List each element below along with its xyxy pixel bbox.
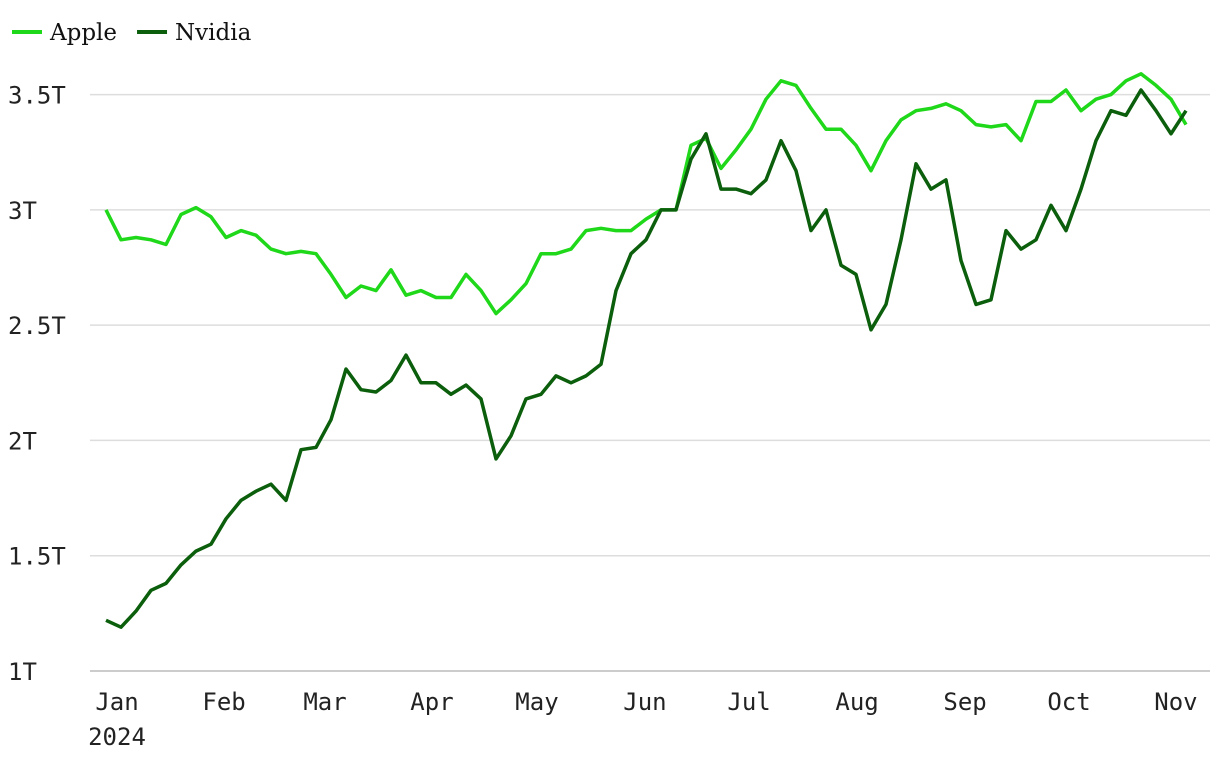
x-tick-label: Oct (1047, 688, 1090, 716)
series-line (105, 88, 1188, 629)
x-year-label: 2024 (88, 723, 146, 751)
y-tick-label: 2T (8, 427, 37, 455)
x-tick-label: Feb (202, 688, 245, 716)
x-tick-label: May (515, 688, 558, 716)
legend-label: Nvidia (175, 20, 252, 46)
legend-label: Apple (49, 20, 117, 46)
x-tick-label: Mar (303, 688, 346, 716)
y-tick-label: 1.5T (8, 543, 66, 571)
y-tick-label: 2.5T (8, 312, 66, 340)
x-tick-label: Jun (623, 688, 666, 716)
x-tick-label: Sep (943, 688, 986, 716)
y-tick-label: 1T (8, 658, 37, 686)
y-tick-label: 3T (8, 197, 37, 225)
x-tick-label: Apr (410, 688, 453, 716)
x-tick-label: Nov (1154, 688, 1197, 716)
series-line (104, 72, 1188, 316)
x-tick-label: Aug (835, 688, 878, 716)
x-tick-label: Jul (727, 688, 770, 716)
y-tick-label: 3.5T (8, 82, 66, 110)
x-tick-label: Jan (95, 688, 138, 716)
